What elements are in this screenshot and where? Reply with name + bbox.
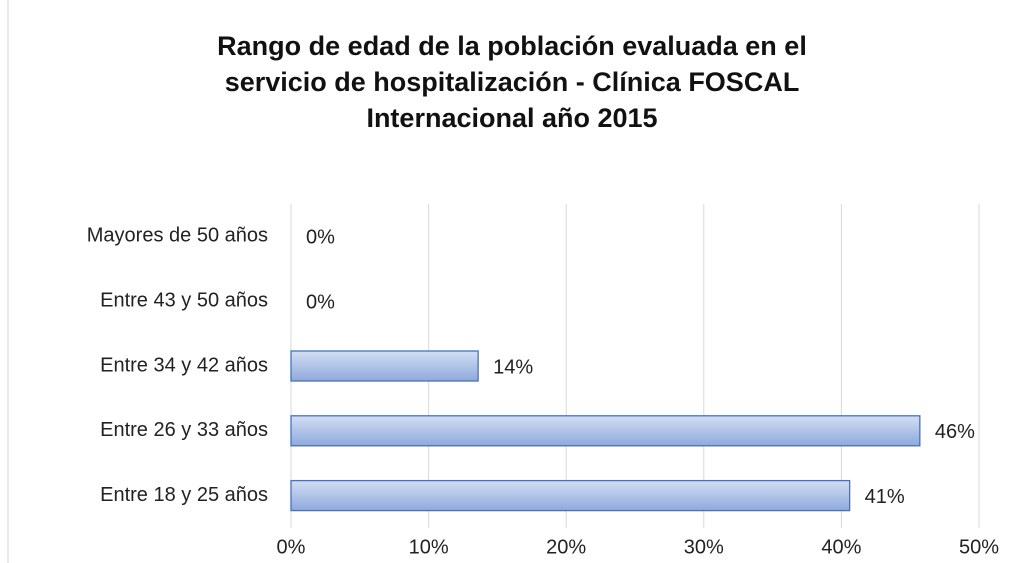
data-label: 41% (865, 486, 905, 508)
bar (290, 479, 851, 512)
chart-border (7, 0, 9, 563)
data-label: 0% (306, 291, 335, 313)
data-label: 0% (306, 227, 335, 249)
y-tick-label: Entre 26 y 33 años (100, 419, 268, 441)
chart-title: Rango de edad de la población evaluada e… (217, 31, 807, 133)
data-label: 46% (935, 421, 975, 443)
title-line: Internacional año 2015 (366, 103, 657, 133)
y-tick-label: Entre 34 y 42 años (100, 354, 268, 376)
y-tick-label: Entre 18 y 25 años (100, 484, 268, 506)
y-tick-label: Mayores de 50 años (87, 225, 268, 247)
data-label: 14% (493, 356, 533, 378)
x-tick-label: 0% (277, 536, 306, 558)
bar (290, 350, 479, 382)
title-line: Rango de edad de la población evaluada e… (217, 31, 807, 61)
x-tick-label: 40% (821, 536, 861, 558)
bar (290, 415, 921, 447)
x-tick-label: 10% (409, 536, 449, 558)
title-line: servicio de hospitalización - Clínica FO… (225, 67, 800, 97)
x-tick-label: 20% (546, 536, 586, 558)
y-tick-label: Entre 43 y 50 años (100, 289, 268, 311)
x-tick-label: 50% (959, 536, 999, 558)
x-tick-label: 30% (684, 536, 724, 558)
